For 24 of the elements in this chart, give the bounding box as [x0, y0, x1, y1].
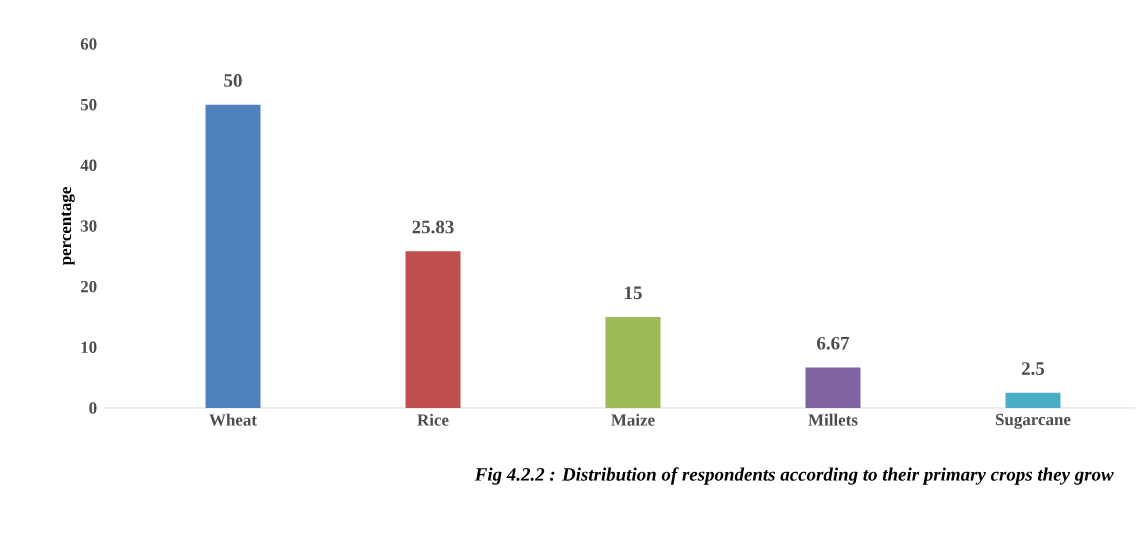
- y-tick-label: 60: [80, 38, 97, 50]
- x-tick-label: Maize: [611, 413, 655, 426]
- bar: [405, 251, 461, 408]
- data-label: 2.5: [1021, 362, 1045, 375]
- data-label: 15: [625, 286, 642, 300]
- caption: Fig 4.2.2 : Distribution of respondents according to their primary crops they grow: [474, 467, 1114, 485]
- bar: [605, 316, 661, 408]
- y-tick-label: 30: [80, 220, 97, 232]
- y-tick-label: 50: [80, 98, 97, 111]
- bar: [805, 367, 861, 408]
- bar: [1005, 392, 1061, 408]
- y-tick-label: 20: [80, 280, 97, 293]
- data-label: 25.83: [412, 220, 454, 234]
- data-label: 50: [224, 74, 242, 87]
- y-tick-label: 40: [80, 159, 97, 172]
- x-tick-label: Rice: [417, 413, 449, 426]
- bar: [205, 104, 261, 408]
- x-tick-label: Wheat: [209, 413, 257, 426]
- y-axis-title: percentage: [61, 187, 75, 266]
- y-tick-label: 0: [89, 402, 97, 414]
- x-tick-label: Sugarcane: [995, 413, 1071, 429]
- y-tick-label: 10: [81, 341, 97, 354]
- x-tick-label: Millets: [808, 413, 858, 426]
- data-label: 6.67: [817, 336, 850, 350]
